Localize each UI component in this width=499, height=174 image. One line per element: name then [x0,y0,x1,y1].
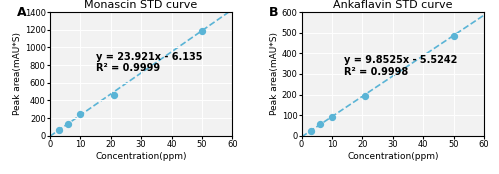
Point [450,35,458,38]
Title: Monascin STD curve: Monascin STD curve [84,0,198,10]
Point [307,129,315,132]
Text: B: B [269,6,278,19]
Point [64,122,72,125]
Point [316,123,324,126]
X-axis label: Concentration(ppm): Concentration(ppm) [347,152,439,161]
Point [361,95,369,97]
Point [110,93,118,96]
Y-axis label: Peak area(mAU*S): Peak area(mAU*S) [270,32,279,116]
Point [328,115,336,118]
Y-axis label: Peak area(mAU*S): Peak area(mAU*S) [13,32,22,116]
Point [198,29,206,32]
Point [55,129,63,131]
Text: A: A [17,6,26,19]
Title: Ankaflavin STD curve: Ankaflavin STD curve [333,0,453,10]
Point [76,112,84,115]
Text: y = 23.921x - 6.135
R² = 0.9999: y = 23.921x - 6.135 R² = 0.9999 [95,52,202,73]
Text: y = 9.8525x - 5.5242
R² = 0.9998: y = 9.8525x - 5.5242 R² = 0.9998 [344,55,458,77]
X-axis label: Concentration(ppm): Concentration(ppm) [95,152,187,161]
